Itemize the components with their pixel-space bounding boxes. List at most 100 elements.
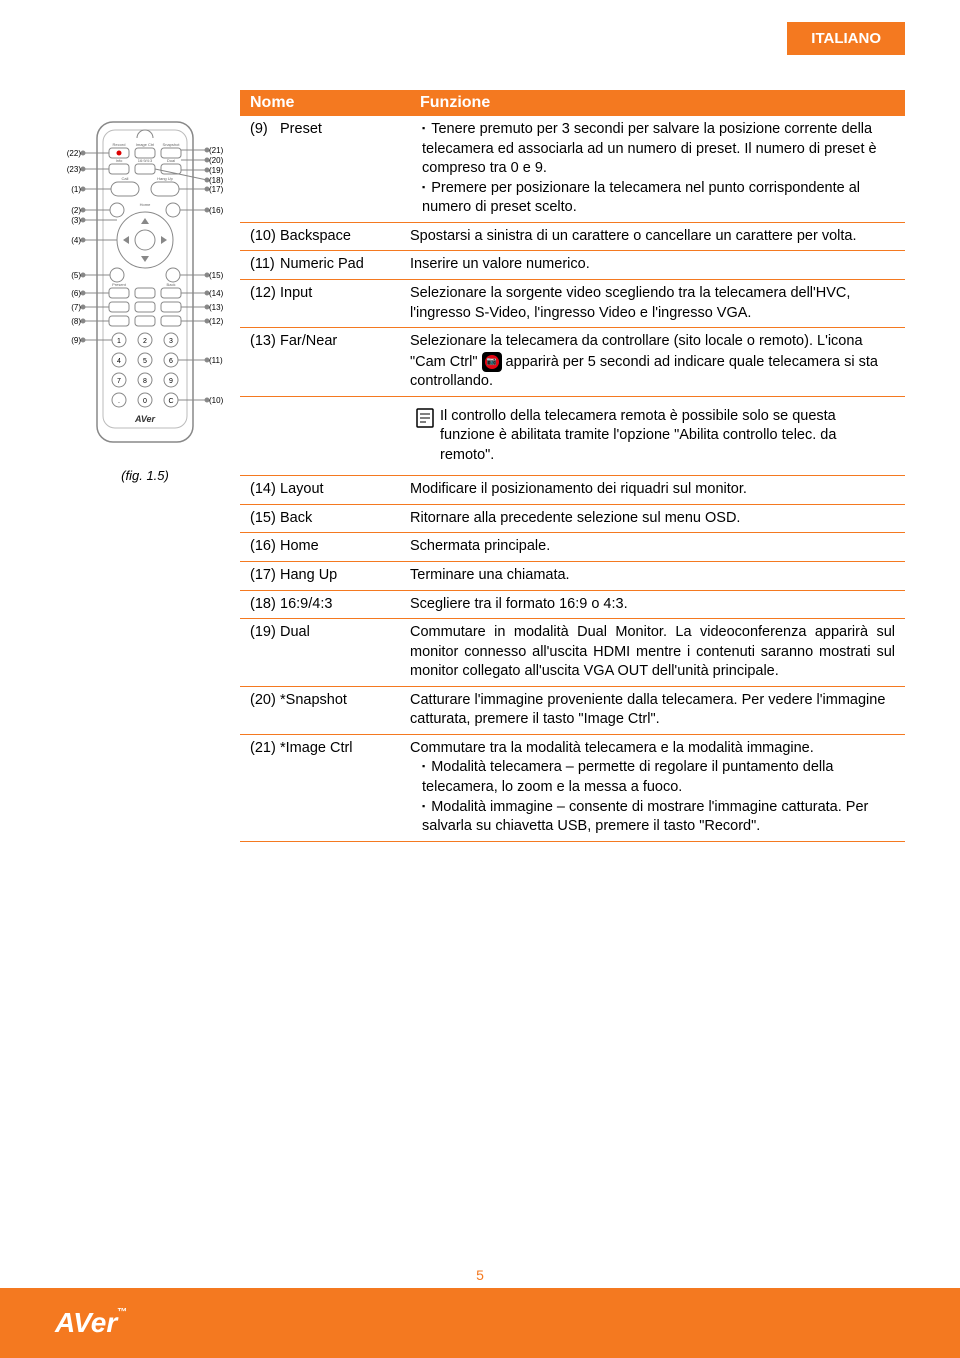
svg-text:2: 2: [143, 338, 147, 345]
row-name: Home: [280, 533, 410, 561]
svg-text:(10): (10): [209, 396, 224, 405]
row-number: (20): [240, 687, 280, 734]
row-function: Spostarsi a sinistra di un carattere o c…: [410, 223, 905, 251]
row-function: Tenere premuto per 3 secondi per salvare…: [410, 116, 905, 222]
svg-text:(8): (8): [71, 317, 81, 326]
svg-text:(18): (18): [209, 176, 224, 185]
row-name: Numeric Pad: [280, 251, 410, 279]
table-body: (9)PresetTenere premuto per 3 secondi pe…: [240, 116, 905, 842]
figure-column: 1 2 3 4 5 6 7 8 9 . 0 C AVer: [0, 90, 240, 842]
svg-text:Record: Record: [113, 142, 126, 147]
svg-text:8: 8: [143, 378, 147, 385]
row-number: (13): [240, 328, 280, 396]
table-row: (21)*Image CtrlCommutare tra la modalità…: [240, 735, 905, 842]
svg-text:C: C: [168, 398, 173, 405]
table-row: (12)InputSelezionare la sorgente video s…: [240, 280, 905, 328]
page-number: 5: [476, 1267, 484, 1283]
svg-text:Present: Present: [112, 282, 127, 287]
table-row: (10)BackspaceSpostarsi a sinistra di un …: [240, 223, 905, 252]
note-text: Il controllo della telecamera remota è p…: [440, 407, 895, 466]
table-header-row: Nome Funzione: [240, 90, 905, 116]
row-name: Layout: [280, 476, 410, 504]
remote-diagram: 1 2 3 4 5 6 7 8 9 . 0 C AVer: [55, 120, 235, 483]
svg-text:(11): (11): [209, 356, 223, 365]
svg-text:Dual: Dual: [167, 158, 175, 163]
row-function: Commutare tra la modalità telecamera e l…: [410, 735, 905, 841]
svg-text:(4): (4): [71, 236, 81, 245]
footer-bar: AVer™: [0, 1288, 960, 1358]
row-function: Catturare l'immagine proveniente dalla t…: [410, 687, 905, 734]
row-number: (15): [240, 505, 280, 533]
row-function: Selezionare la sorgente video scegliendo…: [410, 280, 905, 327]
table-row: (11)Numeric PadInserire un valore numeri…: [240, 251, 905, 280]
table-row: (16)HomeSchermata principale.: [240, 533, 905, 562]
note-icon: [410, 407, 440, 466]
table-row: (19)DualCommutare in modalità Dual Monit…: [240, 619, 905, 687]
language-tab: ITALIANO: [787, 22, 905, 55]
svg-text:4: 4: [117, 358, 121, 365]
row-number: (11): [240, 251, 280, 279]
row-number: (19): [240, 619, 280, 686]
table-row: (13)Far/NearSelezionare la telecamera da…: [240, 328, 905, 397]
row-function: Scegliere tra il formato 16:9 o 4:3.: [410, 591, 905, 619]
svg-text:(13): (13): [209, 303, 224, 312]
function-table: Nome Funzione (9)PresetTenere premuto pe…: [240, 90, 905, 842]
row-number: (9): [240, 116, 280, 222]
row-name: Dual: [280, 619, 410, 686]
table-row: (14)LayoutModificare il posizionamento d…: [240, 476, 905, 505]
row-number: (21): [240, 735, 280, 841]
row-name: Backspace: [280, 223, 410, 251]
svg-text:.: .: [118, 398, 120, 405]
svg-text:(6): (6): [71, 289, 81, 298]
bullet-item: Tenere premuto per 3 secondi per salvare…: [422, 120, 895, 179]
row-function: Selezionare la telecamera da controllare…: [410, 328, 905, 396]
svg-text:Home: Home: [140, 202, 151, 207]
row-function: Ritornare alla precedente selezione sul …: [410, 505, 905, 533]
svg-text:(20): (20): [209, 156, 224, 165]
row-function: Commutare in modalità Dual Monitor. La v…: [410, 619, 905, 686]
table-row: (20)*SnapshotCatturare l'immagine proven…: [240, 687, 905, 735]
svg-text:(22): (22): [67, 149, 82, 158]
svg-text:1: 1: [117, 338, 121, 345]
row-name: Preset: [280, 116, 410, 222]
svg-text:5: 5: [143, 358, 147, 365]
footer-logo: AVer™: [55, 1307, 127, 1339]
svg-text:(3): (3): [71, 216, 81, 225]
row-name: Far/Near: [280, 328, 410, 396]
svg-text:Snapshot: Snapshot: [163, 142, 181, 147]
row-function: Schermata principale.: [410, 533, 905, 561]
cam-ctrl-icon: 📷: [482, 352, 502, 372]
svg-text:Hang Up: Hang Up: [157, 176, 174, 181]
row-function: Modificare il posizionamento dei riquadr…: [410, 476, 905, 504]
row-name: Input: [280, 280, 410, 327]
svg-text:(23): (23): [67, 165, 82, 174]
row-function: Terminare una chiamata.: [410, 562, 905, 590]
figure-caption: (fig. 1.5): [55, 468, 235, 483]
svg-text:(7): (7): [71, 303, 81, 312]
row-number: (14): [240, 476, 280, 504]
svg-text:Call: Call: [122, 176, 129, 181]
svg-text:0: 0: [143, 398, 147, 405]
svg-text:3: 3: [169, 338, 173, 345]
row-name: *Snapshot: [280, 687, 410, 734]
row-name: 16:9/4:3: [280, 591, 410, 619]
svg-text:Back: Back: [167, 282, 176, 287]
bullet-item: Premere per posizionare la telecamera ne…: [422, 179, 895, 218]
svg-text:AVer: AVer: [134, 414, 156, 424]
bullet-item: Modalità immagine – consente di mostrare…: [422, 798, 895, 837]
svg-text:Info: Info: [116, 158, 123, 163]
row-number: (16): [240, 533, 280, 561]
svg-text:9: 9: [169, 378, 173, 385]
svg-text:(16): (16): [209, 206, 224, 215]
row-name: *Image Ctrl: [280, 735, 410, 841]
svg-text:(15): (15): [209, 271, 224, 280]
table-header-funzione: Funzione: [410, 90, 905, 116]
svg-text:(17): (17): [209, 185, 224, 194]
svg-text:(12): (12): [209, 317, 224, 326]
svg-text:6: 6: [169, 358, 173, 365]
svg-text:(19): (19): [209, 166, 224, 175]
bullet-item: Modalità telecamera – permette di regola…: [422, 758, 895, 797]
note-row: Il controllo della telecamera remota è p…: [240, 397, 905, 477]
table-row: (18)16:9/4:3Scegliere tra il formato 16:…: [240, 591, 905, 620]
svg-text:(5): (5): [71, 271, 81, 280]
